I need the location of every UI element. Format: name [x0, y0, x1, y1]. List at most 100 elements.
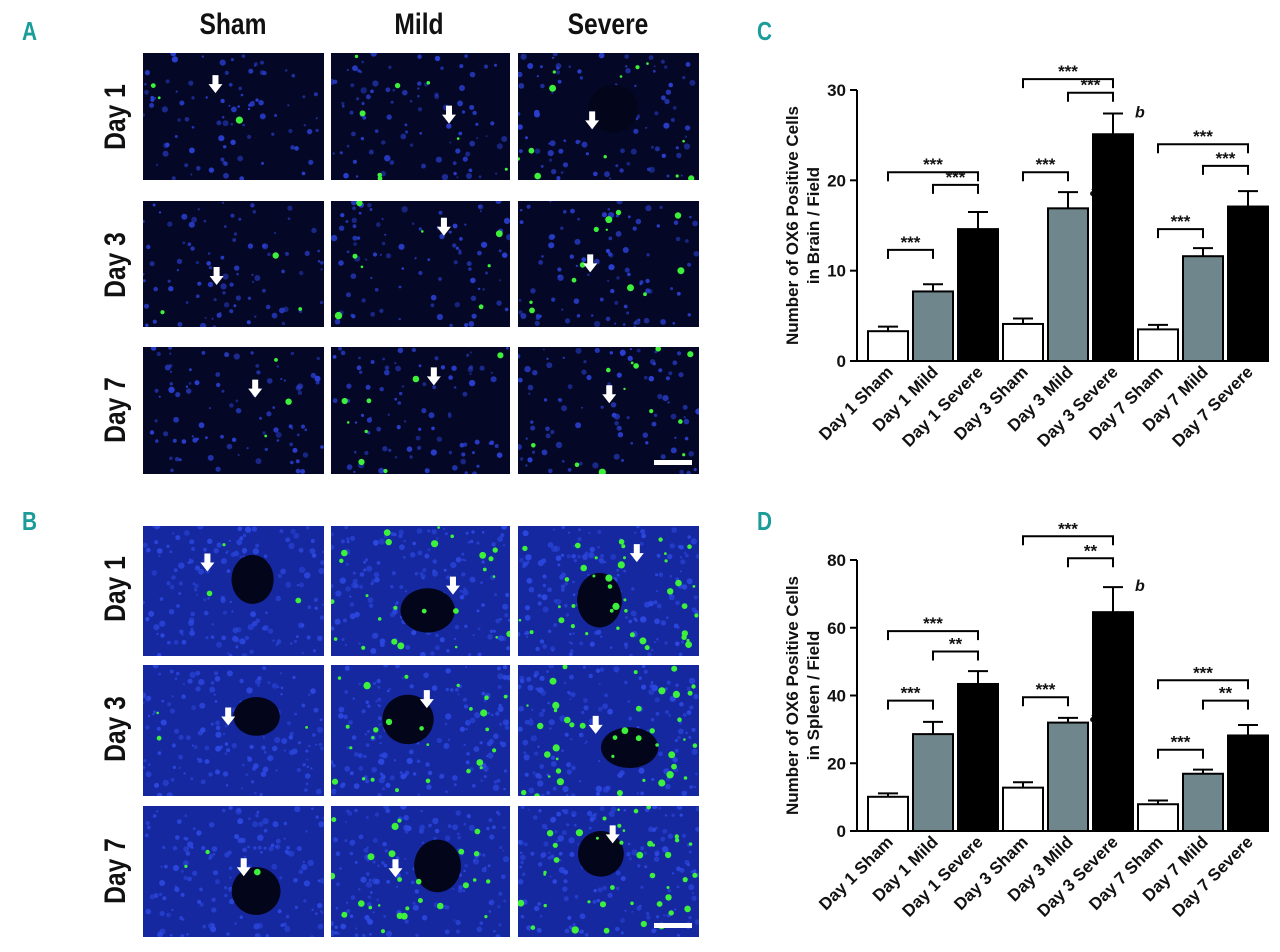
micrograph-a-day3-mild: [331, 201, 510, 327]
arrow-marker-icon: [436, 217, 451, 236]
significance-label: **: [1084, 541, 1098, 560]
bar-day-7-sham: [1137, 803, 1179, 832]
micrograph-a-day1-mild: [331, 53, 510, 180]
column-header-severe: Severe: [567, 8, 649, 41]
significance-label: ***: [901, 233, 921, 252]
micrograph-b-day3-severe: [518, 665, 699, 796]
micrograph-b-day7-mild: [331, 806, 510, 937]
row-header-b-day7: Day 7: [99, 838, 132, 904]
y-tick-label: 60: [827, 619, 846, 638]
bar-day-1-sham: [867, 795, 909, 833]
significance-bracket: [1157, 748, 1204, 759]
micrograph-a-day1-severe: [518, 53, 699, 180]
bar-day-7-severe: [1227, 205, 1269, 362]
micrograph-b-day3-sham: [143, 665, 324, 796]
y-axis-label: Number of OX6 Positive Cells in Brain / F…: [783, 106, 823, 345]
bar-day-1-sham: [867, 330, 909, 363]
arrow-marker-icon: [248, 379, 263, 398]
significance-bracket: [1022, 696, 1069, 707]
significance-bracket: [1022, 171, 1069, 182]
bar-day-3-sham: [1002, 322, 1044, 363]
y-tick-label: 30: [827, 81, 846, 100]
significance-label: ***: [1036, 155, 1056, 174]
y-tick-label: 80: [827, 551, 846, 570]
bar-day-3-mild: [1047, 721, 1089, 833]
significance-label: ***: [1171, 733, 1191, 752]
bar-annotation: b: [1135, 578, 1145, 595]
bar-day-3-severe: [1092, 133, 1134, 362]
significance-bracket: [1157, 679, 1249, 690]
x-tick-label: Day 7 Severe: [1169, 362, 1257, 450]
arrow-marker-icon: [629, 544, 644, 563]
micrograph-a-day1-sham: [143, 53, 324, 180]
arrow-marker-icon: [442, 105, 457, 124]
row-header-a-day3: Day 3: [99, 232, 132, 298]
arrow-marker-icon: [426, 367, 441, 386]
x-tick-label: Day 7 Severe: [1169, 832, 1257, 920]
micrograph-b-day1-mild: [331, 526, 510, 656]
significance-label: **: [949, 634, 963, 653]
significance-bracket: [887, 699, 934, 710]
significance-label: ***: [923, 155, 943, 174]
significance-bracket: [887, 630, 979, 641]
significance-label: ***: [1036, 680, 1056, 699]
arrow-marker-icon: [388, 859, 403, 878]
significance-bracket: [932, 183, 979, 194]
panel-letter-c: C: [757, 16, 773, 46]
significance-bracket: [1022, 78, 1114, 89]
y-tick-label: 40: [827, 687, 846, 706]
arrow-marker-icon: [419, 690, 434, 709]
significance-bracket: [1067, 557, 1114, 568]
micrograph-b-day3-mild: [331, 665, 510, 796]
bar-day-1-mild: [912, 733, 954, 832]
bar-day-3-sham: [1002, 786, 1044, 833]
significance-bracket: [1157, 143, 1249, 154]
arrow-marker-icon: [585, 111, 600, 130]
row-header-b-day1: Day 1: [99, 556, 132, 622]
y-axis-label: Number of OX6 Positive Cells in Spleen / …: [783, 576, 823, 815]
y-tick-label: 10: [827, 262, 846, 281]
row-header-a-day1: Day 1: [99, 84, 132, 150]
column-header-sham: Sham: [199, 8, 267, 41]
micrograph-b-day7-severe: [518, 806, 699, 937]
significance-label: ***: [901, 684, 921, 703]
scale-bar: [654, 923, 692, 928]
significance-bracket: [887, 171, 979, 182]
arrow-marker-icon: [445, 576, 460, 595]
arrow-marker-icon: [221, 707, 236, 726]
y-tick-label: 20: [827, 754, 846, 773]
bar-annotation: b: [1135, 104, 1145, 121]
micrograph-a-day7-sham: [143, 347, 324, 474]
y-axis-label-line: in Brain / Field: [804, 167, 823, 284]
micrograph-b-day1-sham: [143, 526, 324, 656]
micrograph-a-day7-severe: [518, 347, 699, 474]
arrow-marker-icon: [208, 75, 223, 94]
micrograph-b-day1-severe: [518, 526, 699, 656]
y-axis-label-line: in Spleen / Field: [804, 631, 823, 760]
arrow-marker-icon: [236, 858, 251, 877]
panel-letter-b: B: [22, 506, 38, 536]
significance-bracket: [1202, 699, 1249, 710]
significance-label: ***: [923, 614, 943, 633]
significance-bracket: [1202, 164, 1249, 175]
micrograph-a-day3-severe: [518, 201, 699, 327]
bar-day-3-severe: [1092, 611, 1134, 833]
bar-day-1-severe: [957, 682, 999, 832]
significance-bracket: [1067, 91, 1114, 102]
bar-day-7-sham: [1137, 328, 1179, 362]
significance-bracket: [1022, 535, 1114, 546]
bar-day-3-mild: [1047, 207, 1089, 362]
significance-label: ***: [1216, 149, 1236, 168]
y-tick-label: 0: [837, 822, 846, 841]
row-header-a-day7: Day 7: [99, 377, 132, 443]
micrograph-b-day7-sham: [143, 806, 324, 937]
column-header-mild: Mild: [394, 8, 444, 41]
bar-day-7-severe: [1227, 734, 1269, 832]
significance-bracket: [932, 650, 979, 661]
arrow-marker-icon: [583, 254, 598, 273]
significance-label: ***: [1171, 212, 1191, 231]
bar-day-7-mild: [1182, 772, 1224, 832]
panel-letter-d: D: [757, 506, 773, 536]
